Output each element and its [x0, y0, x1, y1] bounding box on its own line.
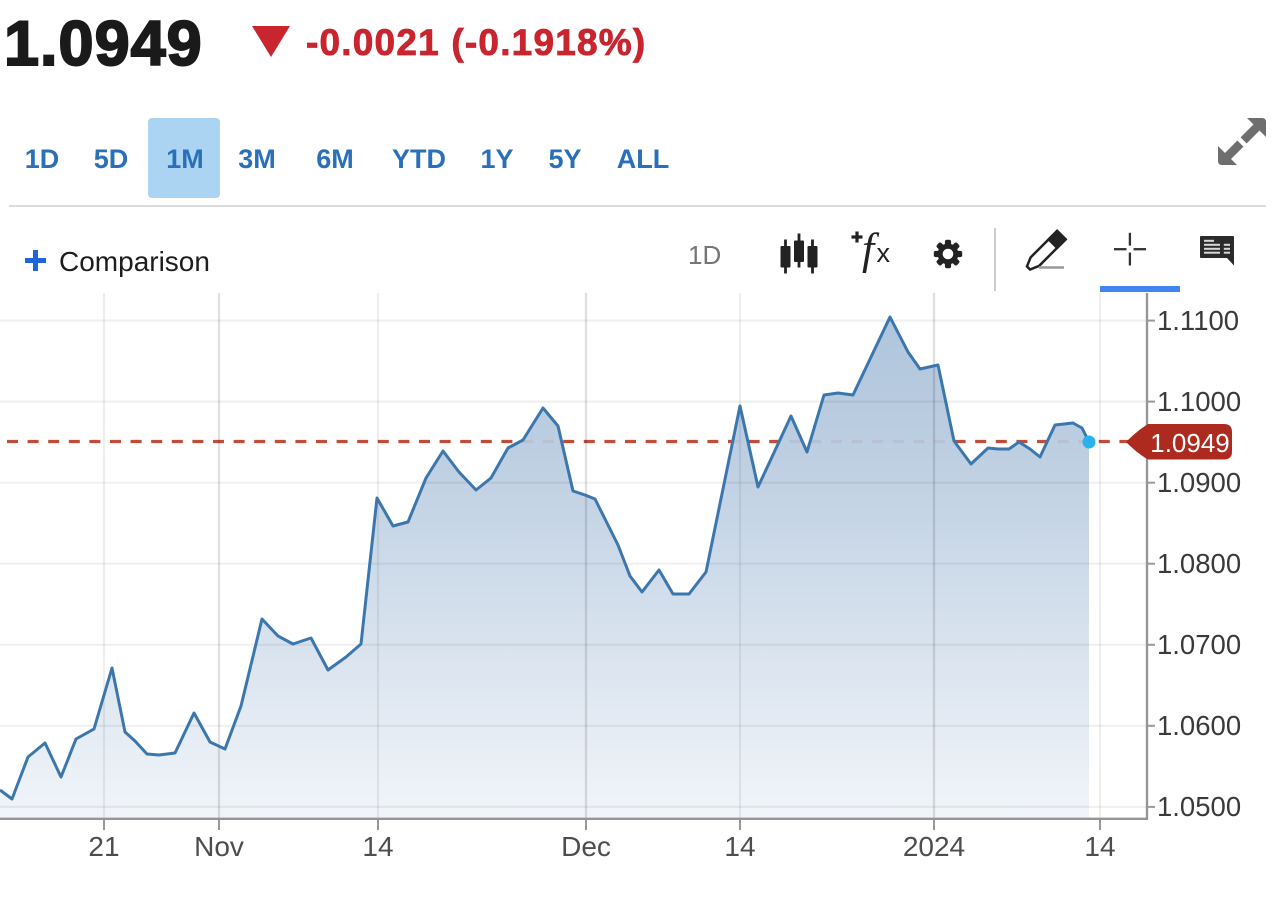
svg-text:2024: 2024 — [903, 831, 965, 862]
svg-text:1.0800: 1.0800 — [1157, 548, 1241, 579]
svg-text:Nov: Nov — [194, 831, 244, 862]
svg-text:Dec: Dec — [561, 831, 611, 862]
svg-text:x: x — [877, 238, 891, 268]
svg-text:1.0500: 1.0500 — [1157, 791, 1241, 822]
svg-text:21: 21 — [88, 831, 119, 862]
svg-text:1.0900: 1.0900 — [1157, 467, 1241, 498]
svg-text:14: 14 — [1084, 831, 1115, 862]
svg-text:1.0949: 1.0949 — [1150, 428, 1230, 458]
svg-text:1.1000: 1.1000 — [1157, 386, 1241, 417]
svg-text:14: 14 — [724, 831, 755, 862]
svg-text:1.0700: 1.0700 — [1157, 629, 1241, 660]
svg-text:1.1100: 1.1100 — [1157, 305, 1239, 336]
svg-text:14: 14 — [362, 831, 393, 862]
svg-text:1.0600: 1.0600 — [1157, 710, 1241, 741]
